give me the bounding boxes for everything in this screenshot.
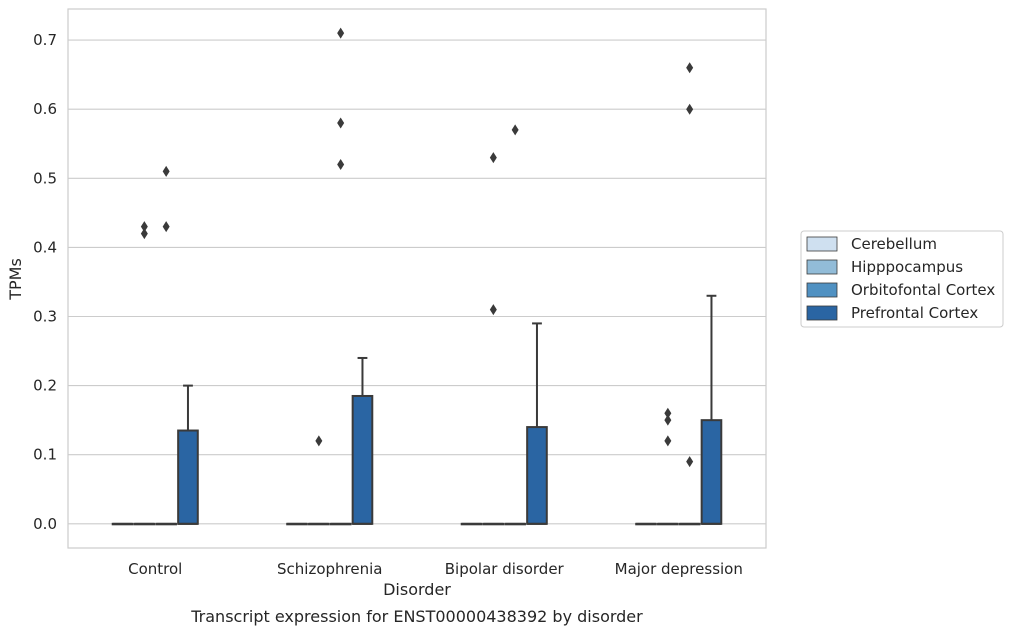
x-tick-label: Control: [128, 560, 182, 578]
y-tick-label: 0.7: [33, 31, 57, 49]
box-body: [351, 394, 374, 525]
chart-caption: Transcript expression for ENST0000043839…: [190, 607, 643, 626]
outlier-point: [337, 27, 345, 39]
outlier-point: [664, 414, 672, 426]
box-hipppocampus: [482, 522, 505, 526]
outlier-point: [489, 152, 497, 164]
box-hipppocampus: [657, 522, 679, 526]
outlier-point: [511, 124, 519, 136]
outlier-point: [140, 228, 148, 240]
box-prefrontal-cortex: [177, 384, 199, 525]
box-hipppocampus: [133, 522, 156, 526]
plot-area-frame: [67, 8, 767, 549]
box-cerebellum: [460, 522, 483, 526]
y-tick-label: 0.0: [33, 515, 57, 533]
outlier-point: [686, 62, 694, 74]
outlier-point: [337, 158, 345, 170]
y-axis-ticks: 0.0 0.1 0.2 0.3 0.4 0.5 0.6 0.7: [33, 31, 57, 533]
outlier-point: [140, 221, 148, 233]
outlier-point: [337, 117, 345, 129]
y-tick-label: 0.6: [33, 100, 57, 118]
legend-swatch: [806, 236, 838, 252]
box-cerebellum: [635, 522, 657, 526]
y-tick-label: 0.2: [33, 377, 57, 395]
grid-lines: [68, 39, 766, 525]
outlier-point: [664, 435, 672, 447]
box-orbitofontal-cortex: [678, 522, 701, 526]
legend-frame: [800, 230, 1004, 328]
box-orbitofontal-cortex: [504, 522, 526, 526]
y-tick-label: 0.1: [33, 446, 57, 464]
legend: Cerebellum Hipppocampus Orbitofontal Corte…: [800, 230, 1004, 328]
box-hipppocampus: [308, 522, 330, 526]
y-tick-label: 0.4: [33, 238, 57, 256]
box-body: [700, 419, 723, 525]
box-body: [526, 426, 548, 525]
outlier-point: [162, 221, 170, 233]
outlier-marks: [140, 27, 694, 468]
outlier-point: [489, 304, 497, 316]
y-axis-title: TPMs: [6, 258, 25, 301]
box-cerebellum: [286, 522, 308, 526]
legend-label: Hipppocampus: [851, 258, 963, 276]
box-prefrontal-cortex: [700, 294, 723, 525]
outlier-point: [315, 435, 323, 447]
outlier-point: [686, 456, 694, 468]
y-tick-label: 0.3: [33, 308, 57, 326]
x-tick-label: Schizophrenia: [277, 560, 382, 578]
x-axis-ticks: Control Schizophrenia Bipolar disorder Majo…: [128, 560, 743, 578]
x-tick-label: Major depression: [615, 560, 743, 578]
y-tick-label: 0.5: [33, 169, 57, 187]
outlier-point: [664, 407, 672, 419]
box-prefrontal-cortex: [351, 356, 374, 525]
box-cerebellum: [111, 522, 134, 526]
box-orbitofontal-cortex: [155, 522, 177, 526]
x-axis-title: Disorder: [383, 580, 451, 599]
legend-swatch: [806, 282, 838, 298]
box-body: [177, 429, 199, 525]
legend-label: Orbitofontal Cortex: [851, 281, 995, 299]
box-orbitofontal-cortex: [329, 522, 352, 526]
legend-label: Cerebellum: [851, 235, 937, 253]
legend-label: Prefrontal Cortex: [851, 304, 978, 322]
legend-swatch: [806, 305, 838, 321]
outlier-point: [686, 103, 694, 115]
box-marks: [111, 294, 723, 526]
outlier-point: [162, 165, 170, 177]
x-tick-label: Bipolar disorder: [445, 560, 565, 578]
box-prefrontal-cortex: [526, 322, 548, 525]
legend-swatch: [806, 259, 838, 275]
